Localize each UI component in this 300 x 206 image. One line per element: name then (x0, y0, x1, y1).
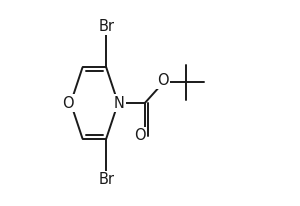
Text: Br: Br (98, 19, 114, 34)
Text: O: O (134, 129, 146, 143)
Text: Br: Br (98, 172, 114, 187)
Text: O: O (62, 96, 74, 110)
Text: O: O (158, 73, 169, 88)
Text: N: N (114, 96, 124, 110)
